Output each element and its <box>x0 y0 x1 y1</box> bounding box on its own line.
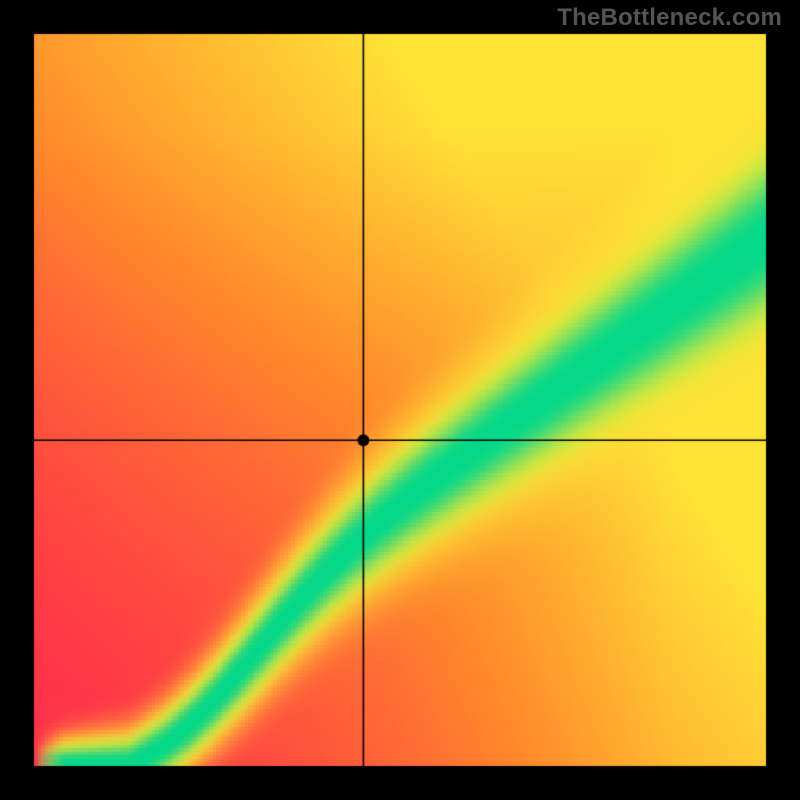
chart-container: TheBottleneck.com <box>0 0 800 800</box>
heatmap-canvas <box>0 0 800 800</box>
watermark-text: TheBottleneck.com <box>557 4 782 32</box>
